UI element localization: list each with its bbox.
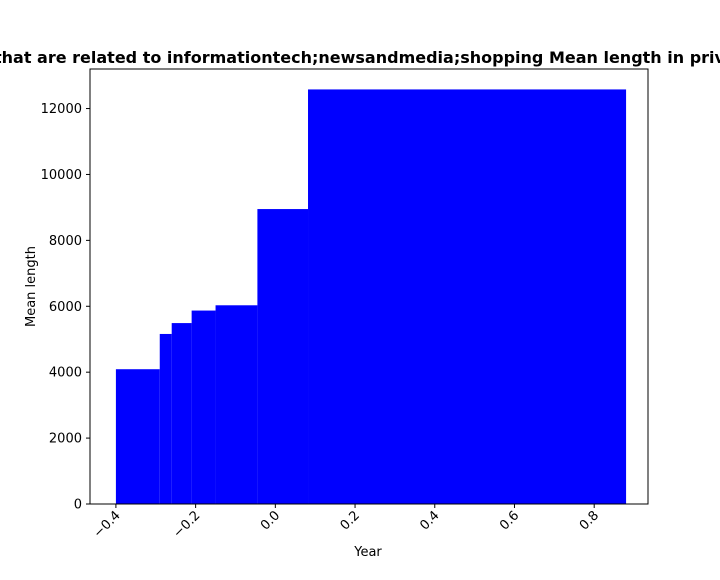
y-tick-label-4: 8000 bbox=[49, 234, 82, 249]
x-tick-label-4: 0.4 bbox=[417, 508, 442, 533]
bar-2 bbox=[171, 323, 192, 504]
bar-6 bbox=[308, 89, 627, 504]
x-tick-label-2: 0.0 bbox=[258, 508, 283, 533]
x-axis-label: Year bbox=[353, 545, 382, 560]
bars-layer bbox=[115, 89, 627, 504]
bar-1 bbox=[159, 333, 172, 504]
x-tick-label-5: 0.6 bbox=[497, 508, 522, 533]
y-axis-label: Mean length bbox=[24, 246, 39, 327]
y-axis: 0 2000 4000 6000 8000 10000 12000 bbox=[41, 102, 90, 513]
bar-3 bbox=[191, 310, 216, 504]
y-tick-label-5: 10000 bbox=[41, 168, 82, 183]
y-tick-label-2: 4000 bbox=[49, 366, 82, 381]
bar-5 bbox=[257, 209, 309, 504]
y-tick-label-1: 2000 bbox=[49, 432, 82, 447]
x-axis: −0.4 −0.2 0.0 0.2 0.4 0.6 0.8 bbox=[91, 504, 602, 541]
bar-0 bbox=[115, 369, 160, 504]
bar-4 bbox=[215, 305, 258, 504]
y-tick-label-6: 12000 bbox=[41, 102, 82, 117]
plot-frame bbox=[89, 68, 649, 505]
x-tick-label-3: 0.2 bbox=[338, 508, 363, 533]
x-tick-label-0: −0.4 bbox=[91, 508, 124, 541]
x-tick-label-6: 0.8 bbox=[577, 508, 602, 533]
x-tick-label-1: −0.2 bbox=[171, 508, 204, 541]
y-tick-label-0: 0 bbox=[74, 498, 82, 513]
chart-title: Websites that are related to information… bbox=[0, 48, 720, 67]
y-tick-label-3: 6000 bbox=[49, 300, 82, 315]
